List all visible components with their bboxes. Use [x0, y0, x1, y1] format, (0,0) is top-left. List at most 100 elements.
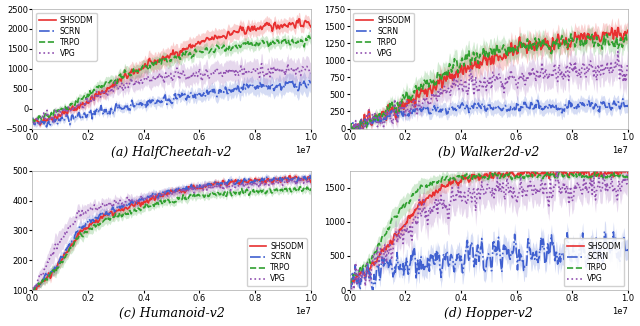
Legend: SHSODM, SCRN, TRPO, VPG: SHSODM, SCRN, TRPO, VPG [36, 13, 97, 61]
TRPO [257, 189, 265, 193]
SCRN [300, 177, 308, 181]
TRPO [624, 176, 632, 180]
SCRN [161, 93, 169, 97]
TRPO [307, 37, 315, 41]
VPG [29, 119, 36, 123]
VPG [479, 85, 486, 89]
SCRN [346, 276, 353, 280]
VPG [575, 75, 582, 79]
SCRN [479, 244, 486, 248]
X-axis label: (c) Humanoid-v2: (c) Humanoid-v2 [118, 307, 225, 320]
VPG [553, 164, 561, 168]
SCRN [163, 189, 170, 193]
VPG [163, 75, 171, 79]
SCRN [195, 92, 202, 96]
TRPO [346, 136, 353, 140]
SCRN [618, 246, 626, 250]
VPG [163, 192, 171, 196]
SCRN [180, 94, 188, 98]
SCRN [369, 290, 377, 294]
VPG [479, 187, 486, 191]
SCRN [43, 125, 51, 129]
VPG [258, 62, 266, 66]
VPG [180, 186, 188, 190]
SCRN [257, 83, 265, 87]
TRPO [29, 117, 36, 121]
SHSODM [179, 187, 187, 191]
TRPO [307, 186, 315, 190]
SHSODM [479, 175, 487, 179]
VPG [195, 186, 202, 190]
Line: TRPO: TRPO [349, 34, 628, 138]
SHSODM [575, 34, 582, 37]
SHSODM [478, 176, 486, 180]
SCRN [195, 187, 202, 191]
Line: SHSODM: SHSODM [33, 176, 311, 291]
VPG [618, 179, 626, 183]
SHSODM [307, 180, 315, 184]
SCRN [497, 107, 504, 111]
SCRN [575, 105, 582, 109]
SCRN [305, 79, 313, 83]
VPG [346, 121, 353, 125]
SCRN [257, 179, 264, 183]
VPG [301, 68, 309, 72]
SHSODM [497, 55, 504, 59]
VPG [346, 268, 353, 272]
SHSODM [346, 130, 353, 134]
VPG [480, 79, 488, 83]
TRPO [163, 59, 171, 63]
TRPO [301, 188, 309, 192]
SHSODM [29, 120, 36, 124]
SCRN [163, 102, 171, 106]
SCRN [479, 102, 486, 106]
TRPO [180, 53, 188, 57]
SHSODM [346, 285, 353, 289]
SHSODM [575, 170, 582, 174]
SHSODM [285, 174, 293, 178]
VPG [180, 71, 188, 75]
SHSODM [180, 47, 188, 51]
X-axis label: (d) Hopper-v2: (d) Hopper-v2 [444, 307, 533, 320]
TRPO [567, 32, 575, 36]
TRPO [29, 290, 37, 294]
SHSODM [624, 28, 632, 32]
SHSODM [624, 171, 632, 175]
TRPO [531, 168, 538, 172]
VPG [357, 136, 365, 140]
TRPO [161, 57, 169, 61]
SCRN [601, 230, 609, 233]
SCRN [346, 124, 353, 127]
TRPO [479, 175, 487, 179]
SHSODM [548, 167, 556, 170]
SHSODM [307, 25, 315, 29]
SCRN [512, 241, 520, 244]
SCRN [480, 268, 488, 272]
SCRN [29, 291, 36, 295]
SHSODM [161, 55, 169, 59]
X-axis label: (b) Walker2d-v2: (b) Walker2d-v2 [438, 146, 540, 159]
Line: SHSODM: SHSODM [349, 27, 628, 135]
TRPO [305, 34, 312, 38]
SCRN [575, 256, 582, 259]
VPG [512, 196, 520, 200]
TRPO [296, 185, 304, 189]
Legend: SHSODM, SCRN, TRPO, VPG: SHSODM, SCRN, TRPO, VPG [353, 13, 413, 61]
VPG [497, 189, 504, 193]
VPG [161, 191, 169, 195]
Line: SHSODM: SHSODM [33, 19, 311, 125]
SCRN [624, 244, 632, 248]
Legend: SHSODM, SCRN, TRPO, VPG: SHSODM, SCRN, TRPO, VPG [564, 238, 624, 286]
TRPO [195, 50, 202, 54]
SHSODM [614, 25, 621, 29]
TRPO [575, 38, 582, 42]
TRPO [497, 176, 504, 180]
SHSODM [497, 172, 504, 176]
TRPO [161, 198, 169, 202]
TRPO [478, 175, 486, 179]
SHSODM [161, 190, 168, 194]
VPG [348, 290, 356, 294]
SCRN [480, 104, 488, 108]
VPG [301, 179, 309, 183]
TRPO [29, 289, 36, 293]
